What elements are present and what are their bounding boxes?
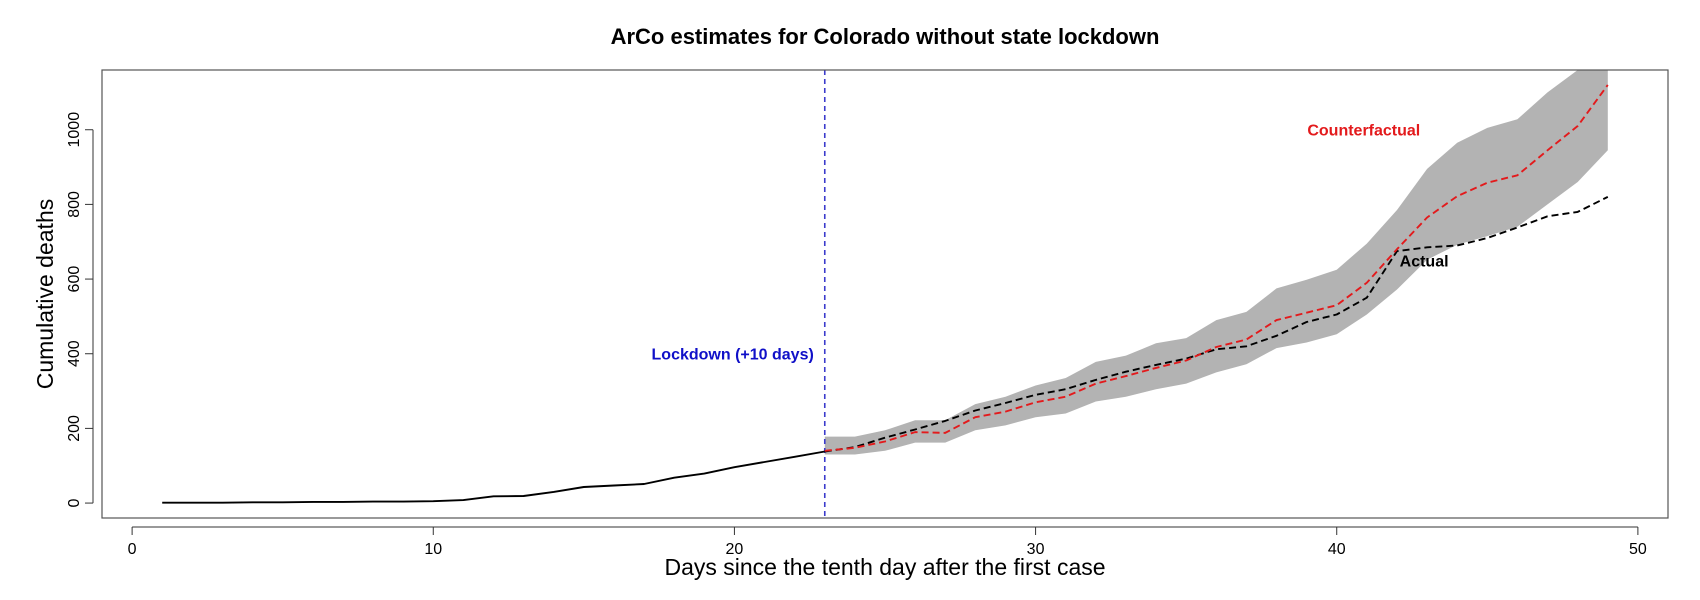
y-tick-label: 200 [66, 415, 83, 442]
y-tick-label: 400 [66, 340, 83, 367]
x-tick-label: 0 [128, 541, 137, 558]
x-tick-label: 40 [1328, 541, 1346, 558]
x-axis-label: Days since the tenth day after the first… [664, 554, 1105, 580]
x-tick-label: 20 [726, 541, 744, 558]
chart-title: ArCo estimates for Colorado without stat… [611, 24, 1160, 49]
actual-annotation: Actual [1400, 253, 1449, 270]
actual-line [824, 196, 1609, 453]
y-tick-label: 800 [66, 191, 83, 218]
x-axis: 0 10 20 30 40 50 [128, 526, 1647, 558]
observed-line [162, 450, 825, 504]
counterfactual-confidence-band [824, 70, 1608, 455]
counterfactual-line [824, 84, 1609, 452]
x-tick-label: 10 [424, 541, 442, 558]
y-tick-label: 600 [66, 266, 83, 293]
x-tick-label: 50 [1629, 541, 1647, 558]
plot-area-frame [101, 69, 1669, 519]
y-axis-label: Cumulative deaths [32, 199, 58, 390]
counterfactual-annotation: Counterfactual [1307, 123, 1420, 140]
lockdown-annotation: Lockdown (+10 days) [652, 347, 814, 364]
band-layer [824, 70, 1608, 455]
y-axis: 0 200 400 600 800 1000 [66, 112, 94, 508]
series-layer [162, 84, 1609, 504]
y-tick-label: 1000 [66, 112, 83, 148]
x-tick-label: 30 [1027, 541, 1045, 558]
y-tick-label: 0 [66, 499, 83, 508]
